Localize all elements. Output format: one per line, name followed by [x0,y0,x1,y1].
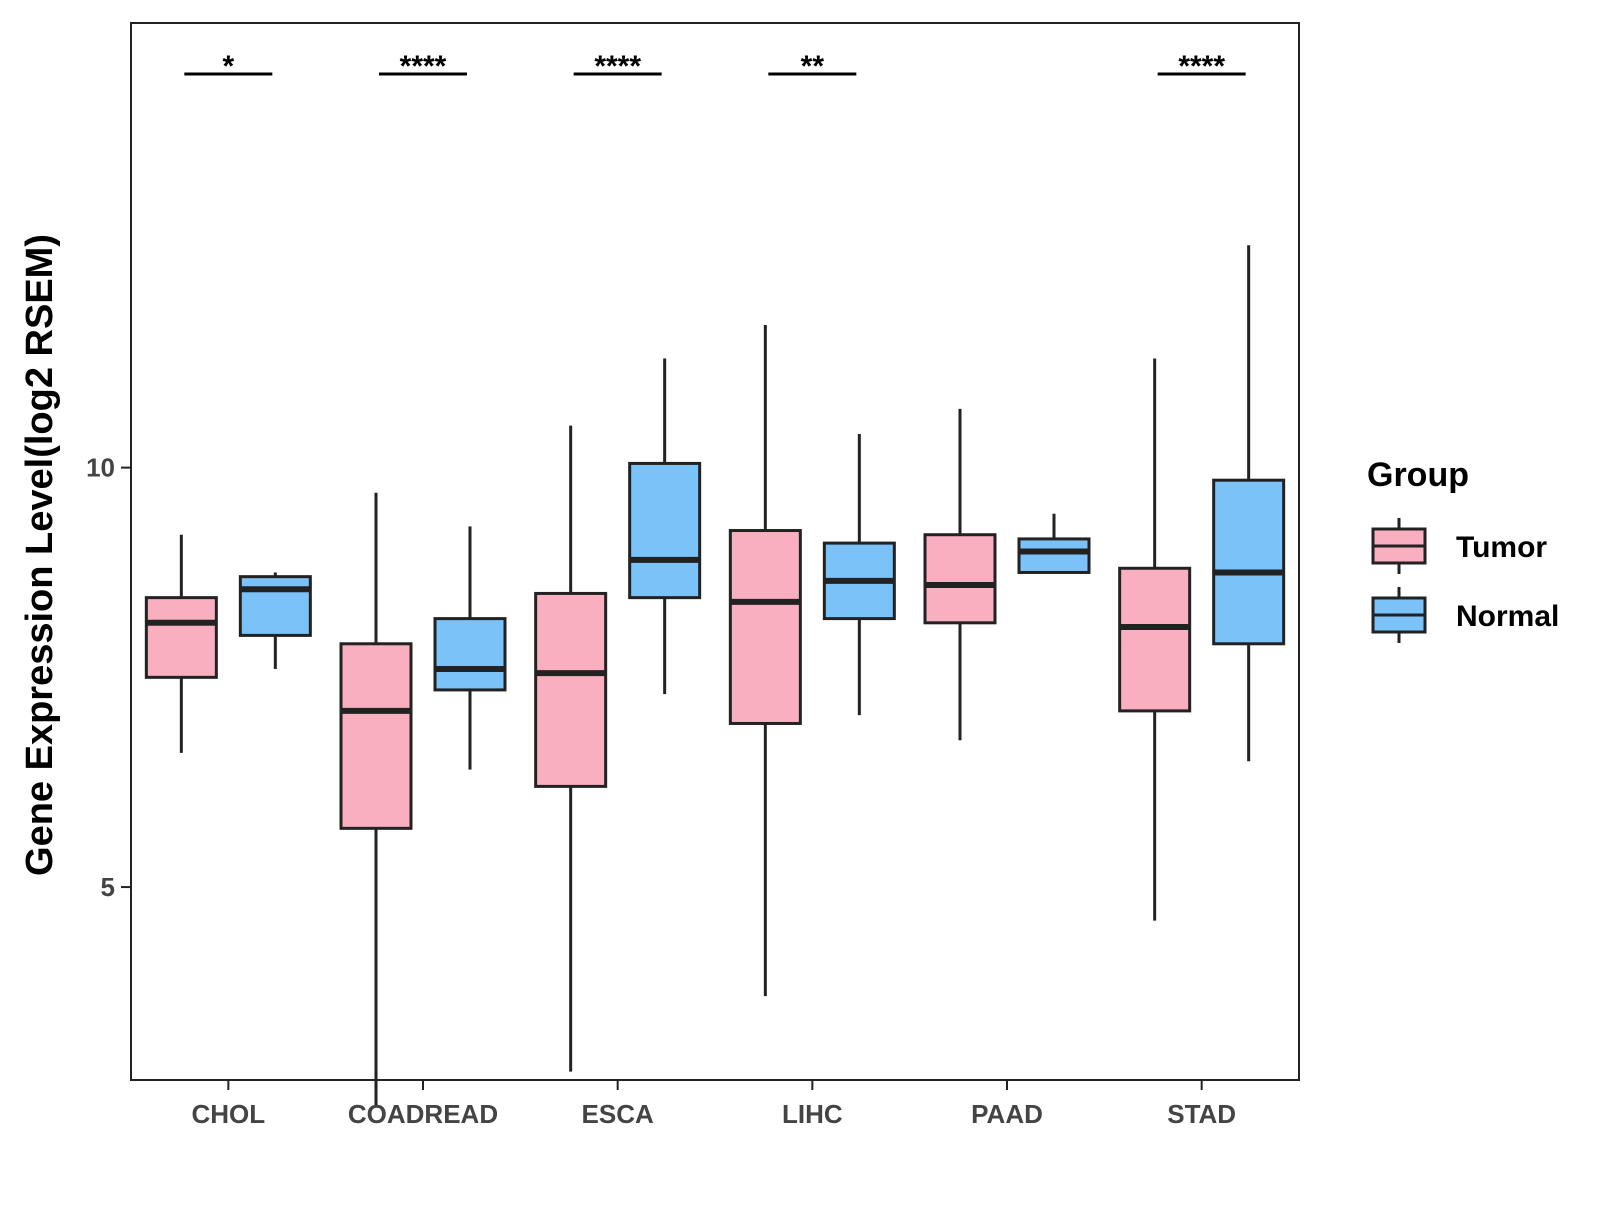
y-axis: 5 10 [86,453,131,902]
x-tick-label: LIHC [782,1099,843,1129]
legend-item-normal: Normal [1371,587,1559,643]
y-axis-title: Gene Expression Level(log2 RSEM) [19,234,61,876]
x-tick-label: CHOL [191,1099,265,1129]
box-iqr [628,461,702,600]
box-groups [144,245,1286,1106]
x-tick-label: COADREAD [348,1099,498,1129]
box-chol-normal [238,572,312,669]
x-axis: CHOL COADREAD ESCA LIHC PAAD STAD [191,1080,1236,1129]
box-stad-normal [1212,245,1286,762]
box-iqr [1212,478,1286,646]
box-coadread-tumor [339,492,413,1106]
box-iqr [534,591,608,788]
legend: Group Tumor Normal [1367,456,1559,643]
box-chol-tumor [144,534,218,753]
y-tick-label: 10 [86,453,115,483]
box-iqr [144,596,218,679]
box-paad-normal [1017,513,1091,574]
significance-label: **** [400,50,447,83]
legend-label: Tumor [1456,531,1547,564]
box-iqr [1017,537,1091,574]
significance-label: ** [801,50,825,83]
legend-label: Normal [1456,600,1559,633]
box-stad-tumor [1118,358,1192,921]
box-coadread-normal [433,526,507,770]
box-lihc-normal [822,434,896,716]
box-iqr [923,533,997,625]
significance-annotations: * **** **** ** **** [184,50,1246,83]
box-iqr [433,617,507,692]
legend-title: Group [1367,456,1469,494]
box-esca-normal [628,358,702,695]
box-iqr [1118,566,1192,713]
significance-label: **** [1178,50,1225,83]
significance-label: **** [594,50,641,83]
x-tick-label: PAAD [971,1099,1043,1129]
x-tick-label: STAD [1167,1099,1236,1129]
y-tick-label: 5 [101,872,115,902]
box-iqr [728,529,802,725]
significance-label: * [222,50,234,83]
x-tick-label: ESCA [582,1099,654,1129]
box-iqr [339,642,413,830]
box-lihc-tumor [728,325,802,997]
box-paad-tumor [923,408,997,741]
box-iqr [238,575,312,637]
plot-panel [130,22,1300,1081]
legend-item-tumor: Tumor [1371,518,1547,574]
box-esca-tumor [534,425,608,1072]
